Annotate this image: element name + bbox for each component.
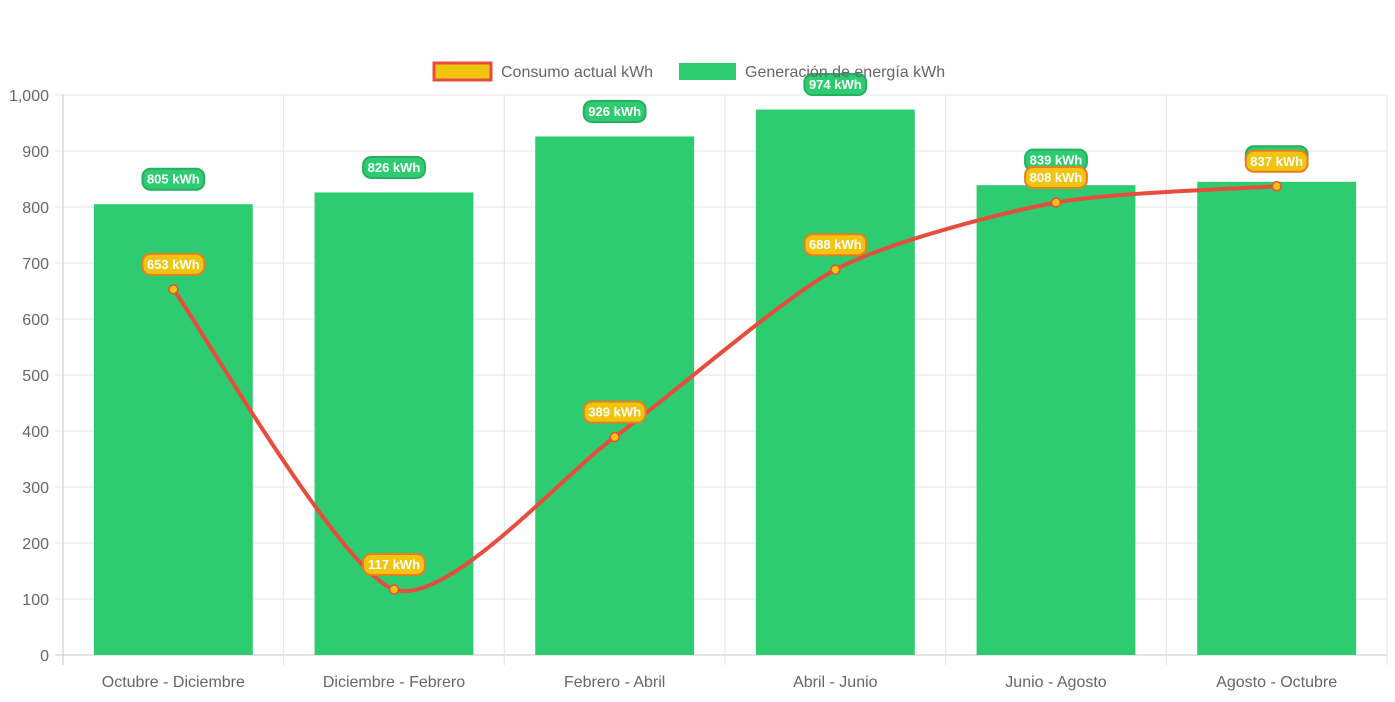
generation-data-label: 826 kWh [368,160,421,175]
y-tick-label: 0 [40,648,49,665]
x-tick-label: Abril - Junio [793,674,878,691]
y-tick-label: 900 [22,144,49,161]
legend: Consumo actual kWh Generación de energía… [432,61,945,82]
y-tick-label: 700 [22,256,49,273]
consumption-data-label-background [1244,149,1309,173]
consumption-point [830,264,841,275]
generation-data-label-background [141,167,206,191]
consumption-data-label: 117 kWh [368,557,420,572]
consumption-data-label-background [362,552,426,576]
grid-layer [55,94,1388,665]
y-tick-label: 500 [22,368,49,385]
generation-data-label-background [803,73,868,97]
data-label-layer: 805 kWh 826 kWh 926 kWh 974 kWh 839 kWh 837 k… [141,73,1309,576]
y-tick-label: 600 [22,312,49,329]
consumption-data-label-background [1024,166,1088,190]
x-tick-label: Febrero - Abril [564,674,665,691]
consumption-data-label: 389 kWh [588,405,641,420]
y-tick-label: 200 [22,536,49,553]
generation-bar [1197,181,1357,656]
generation-data-label-background [362,155,426,179]
consumption-data-label-background [141,252,206,276]
consumption-data-label: 837 kWh [1250,154,1303,169]
consumption-data-label: 808 kWh [1030,170,1083,185]
consumption-data-label: 688 kWh [809,237,862,252]
generation-data-label: 805 kWh [147,172,200,187]
generation-bar [93,204,253,655]
y-tick-label: 300 [22,480,49,497]
generation-bar [976,185,1136,655]
legend-item-consumo[interactable]: Consumo actual kWh [432,61,653,82]
consumption-data-label: 653 kWh [147,257,200,272]
legend-label-generacion: Generación de energía kWh [745,64,945,81]
generation-data-label: 926 kWh [588,104,641,119]
y-tick-label: 800 [22,200,49,217]
legend-item-generacion[interactable]: Generación de energía kWh [679,63,945,81]
x-tick-label: Octubre - Diciembre [102,674,245,691]
generation-bar [755,109,915,655]
legend-swatch-generacion [679,63,736,80]
consumption-data-label-background [803,233,868,257]
consumption-point [168,284,179,295]
consumption-point [1050,197,1062,208]
x-tick-label: Junio - Agosto [1005,674,1107,691]
consumption-point [609,431,620,443]
line-layer [168,181,1282,595]
generation-data-label-background [582,99,647,123]
y-tick-label: 1,000 [9,88,49,105]
consumption-point [388,584,400,595]
legend-label-consumo: Consumo actual kWh [501,64,653,81]
generation-data-label: 974 kWh [809,77,862,92]
y-tick-label: 100 [22,592,49,609]
x-tick-label: Diciembre - Febrero [323,674,465,691]
x-tick-label: Agosto - Octubre [1216,674,1337,691]
consumption-point [1271,181,1282,192]
y-tick-label: 400 [22,424,49,441]
generation-data-label: 839 kWh [1030,153,1083,168]
axis-layer: 0 100 200 300 400 500 600 700 800 900 1,000 Octubre… [9,88,1337,691]
consumption-data-label-background [582,400,647,424]
bar-layer [93,109,1357,656]
legend-swatch-consumo [432,61,493,82]
